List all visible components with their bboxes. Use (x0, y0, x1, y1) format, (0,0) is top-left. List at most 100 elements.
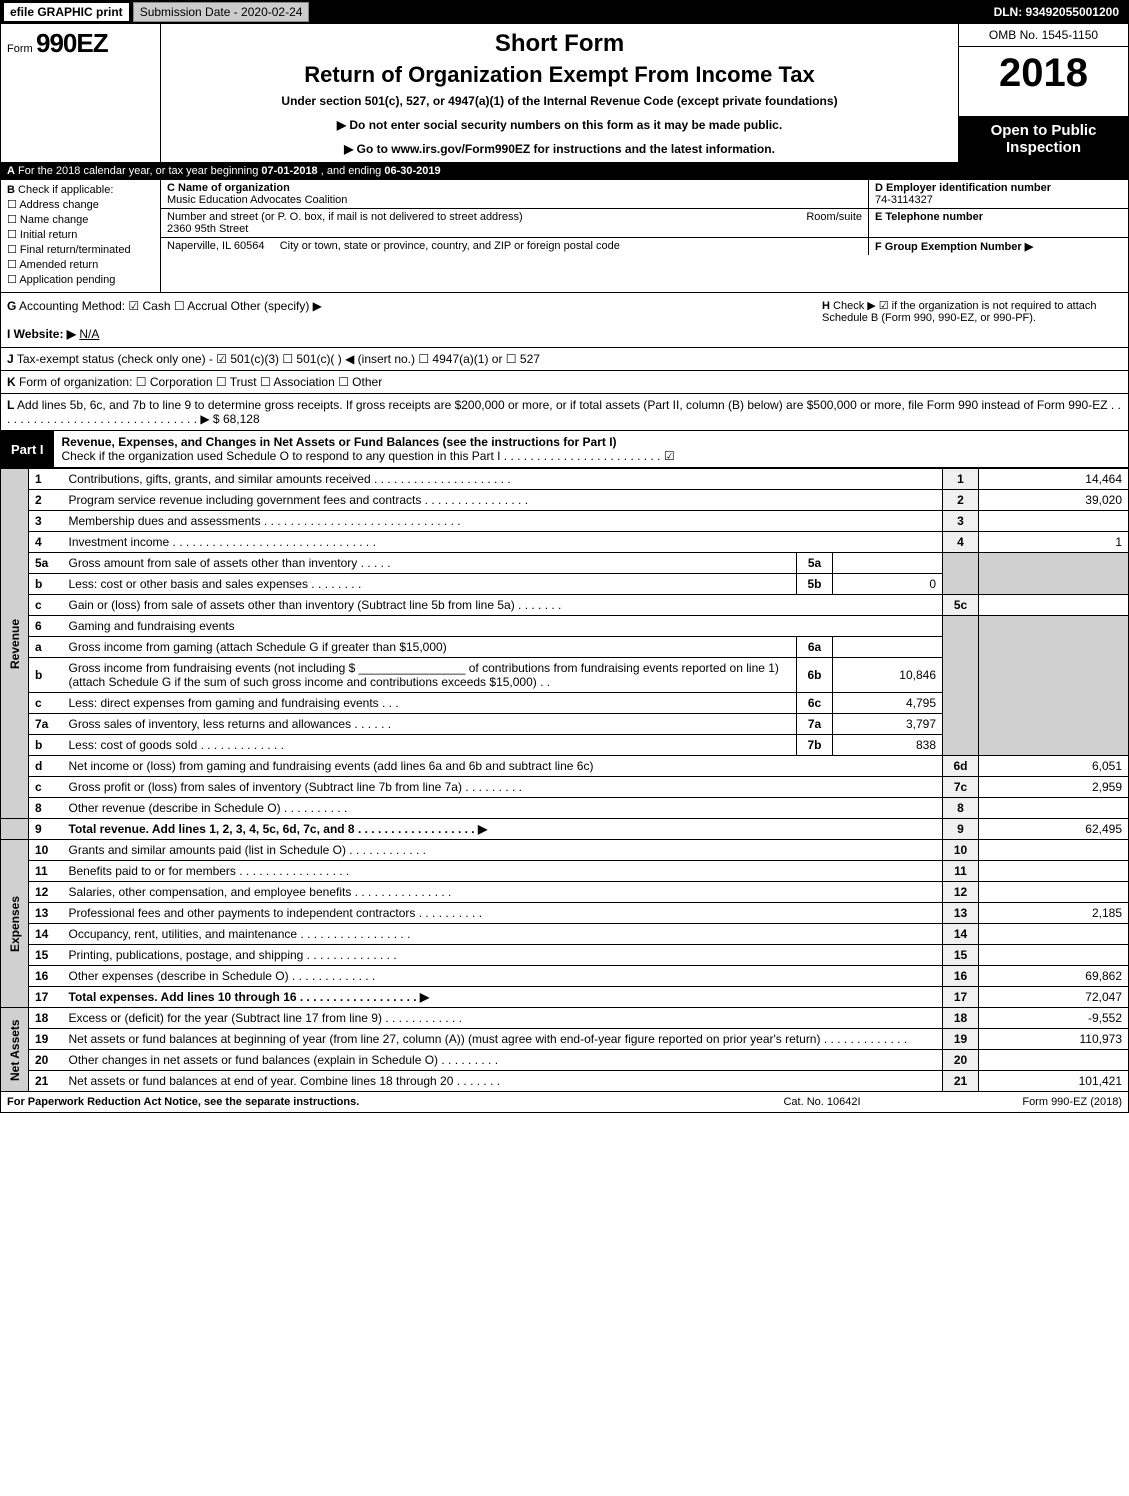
open-to-public: Open to Public Inspection (959, 116, 1128, 162)
l5b-sub: 5b (797, 574, 833, 595)
l18-desc: Excess or (deficit) for the year (Subtra… (63, 1008, 943, 1029)
row-gh: G Accounting Method: ☑ Cash ☐ Accrual Ot… (0, 293, 1129, 348)
l18-box: 18 (943, 1008, 979, 1029)
form-number: 990EZ (36, 28, 108, 58)
chk-amended-return[interactable]: ☐ Amended return (7, 258, 154, 271)
h-label: H (822, 300, 830, 312)
l5a-subval (833, 553, 943, 574)
l8-no: 8 (29, 798, 63, 819)
l20-desc: Other changes in net assets or fund bala… (63, 1050, 943, 1071)
l2-box: 2 (943, 490, 979, 511)
l15-no: 15 (29, 945, 63, 966)
l-text: Add lines 5b, 6c, and 7b to line 9 to de… (7, 398, 1121, 426)
l5b-subval: 0 (833, 574, 943, 595)
short-form-title: Short Form (171, 30, 948, 58)
c-name-block: C Name of organization Music Education A… (161, 180, 868, 208)
l2-desc: Program service revenue including govern… (63, 490, 943, 511)
b-check-if: Check if applicable: (18, 184, 113, 196)
l7a-desc: Gross sales of inventory, less returns a… (63, 714, 797, 735)
chk-initial-return[interactable]: ☐ Initial return (7, 228, 154, 241)
l6-greybox (943, 616, 979, 756)
d-ein-block: D Employer identification number 74-3114… (868, 180, 1128, 208)
l20-box: 20 (943, 1050, 979, 1071)
l3-box: 3 (943, 511, 979, 532)
dln-label: DLN: 93492055001200 (988, 3, 1125, 21)
l6d-desc: Net income or (loss) from gaming and fun… (63, 756, 943, 777)
row-a-begin-date: 07-01-2018 (261, 165, 317, 177)
l3-desc: Membership dues and assessments . . . . … (63, 511, 943, 532)
f-group-block: F Group Exemption Number ▶ (868, 238, 1128, 255)
l16-box: 16 (943, 966, 979, 987)
l10-desc: Grants and similar amounts paid (list in… (63, 840, 943, 861)
g-label: G (7, 299, 16, 313)
l17-amt: 72,047 (979, 987, 1129, 1008)
k-label: K (7, 375, 16, 389)
l5c-no: c (29, 595, 63, 616)
l5a-no: 5a (29, 553, 63, 574)
side-netassets: Net Assets (1, 1008, 29, 1092)
l6c-subval: 4,795 (833, 693, 943, 714)
part1-title-block: Revenue, Expenses, and Changes in Net As… (54, 431, 1128, 467)
l1-box: 1 (943, 469, 979, 490)
submission-date: Submission Date - 2020-02-24 (133, 2, 310, 22)
l6b-subval: 10,846 (833, 658, 943, 693)
l13-desc: Professional fees and other payments to … (63, 903, 943, 924)
form-header: Form 990EZ Short Form Return of Organiza… (0, 24, 1129, 163)
l20-no: 20 (29, 1050, 63, 1071)
l7b-sub: 7b (797, 735, 833, 756)
page-footer: For Paperwork Reduction Act Notice, see … (0, 1092, 1129, 1113)
row-j: J Tax-exempt status (check only one) - ☑… (0, 348, 1129, 371)
l16-desc: Other expenses (describe in Schedule O) … (63, 966, 943, 987)
j-text: Tax-exempt status (check only one) - ☑ 5… (17, 352, 540, 366)
l5c-amt (979, 595, 1129, 616)
part1-label: Part I (1, 438, 54, 461)
l19-amt: 110,973 (979, 1029, 1129, 1050)
l13-amt: 2,185 (979, 903, 1129, 924)
l13-no: 13 (29, 903, 63, 924)
l6a-sub: 6a (797, 637, 833, 658)
part1-subtitle: Check if the organization used Schedule … (62, 449, 675, 463)
form-number-block: Form 990EZ (1, 24, 161, 162)
l13-box: 13 (943, 903, 979, 924)
l7c-amt: 2,959 (979, 777, 1129, 798)
l21-amt: 101,421 (979, 1071, 1129, 1092)
l7b-desc: Less: cost of goods sold . . . . . . . .… (63, 735, 797, 756)
l11-box: 11 (943, 861, 979, 882)
l21-box: 21 (943, 1071, 979, 1092)
l6b-sub: 6b (797, 658, 833, 693)
c-addr-label: Number and street (or P. O. box, if mail… (167, 211, 523, 223)
l14-no: 14 (29, 924, 63, 945)
l2-no: 2 (29, 490, 63, 511)
l6d-amt: 6,051 (979, 756, 1129, 777)
l16-amt: 69,862 (979, 966, 1129, 987)
h-text: Check ▶ ☑ if the organization is not req… (822, 300, 1097, 324)
j-label: J (7, 352, 14, 366)
l12-amt (979, 882, 1129, 903)
row-k: K Form of organization: ☐ Corporation ☐ … (0, 371, 1129, 394)
row-a-tax-year: A For the 2018 calendar year, or tax yea… (0, 163, 1129, 180)
l6d-box: 6d (943, 756, 979, 777)
go-to-link: ▶ Go to www.irs.gov/Form990EZ for instru… (171, 142, 948, 156)
l6c-sub: 6c (797, 693, 833, 714)
l7b-subval: 838 (833, 735, 943, 756)
chk-address-change[interactable]: ☐ Address change (7, 198, 154, 211)
chk-final-return-label: Final return/terminated (20, 244, 131, 256)
row-h: H Check ▶ ☑ if the organization is not r… (822, 299, 1122, 341)
under-section: Under section 501(c), 527, or 4947(a)(1)… (171, 94, 948, 108)
c-city-label: City or town, state or province, country… (280, 240, 620, 252)
l6a-no: a (29, 637, 63, 658)
footer-center: Cat. No. 10642I (722, 1096, 922, 1108)
chk-final-return[interactable]: ☐ Final return/terminated (7, 243, 154, 256)
i-value: N/A (79, 327, 99, 341)
l1-no: 1 (29, 469, 63, 490)
chk-application-pending[interactable]: ☐ Application pending (7, 273, 154, 286)
footer-left: For Paperwork Reduction Act Notice, see … (7, 1096, 722, 1108)
side-expenses: Expenses (1, 840, 29, 1008)
efile-button[interactable]: efile GRAPHIC print (4, 3, 129, 21)
l14-box: 14 (943, 924, 979, 945)
l15-box: 15 (943, 945, 979, 966)
l-label: L (7, 398, 14, 412)
c-name-label: C Name of organization (167, 182, 290, 194)
chk-name-change[interactable]: ☐ Name change (7, 213, 154, 226)
l7b-no: b (29, 735, 63, 756)
